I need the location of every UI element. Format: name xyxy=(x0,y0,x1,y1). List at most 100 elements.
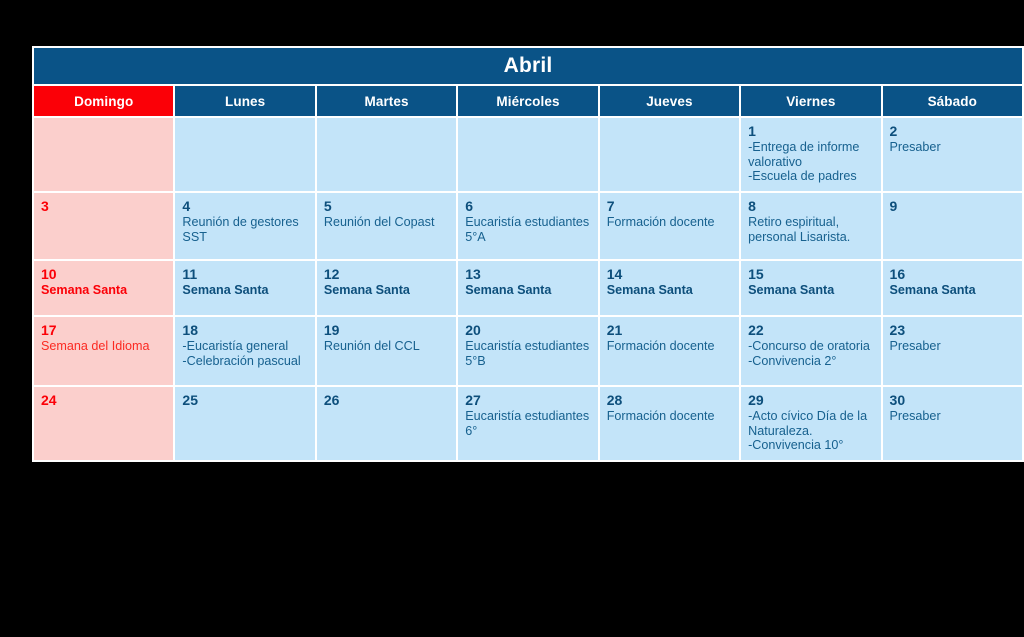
event-text: Retiro espiritual, personal Lisarista. xyxy=(748,215,851,244)
calendar-container: Abril Domingo Lunes Martes Miércoles Jueves V… xyxy=(32,46,1024,462)
day-cell-12[interactable]: 12 Semana Santa xyxy=(316,261,457,315)
day-cell-empty[interactable] xyxy=(458,118,598,191)
event-text: Presaber xyxy=(889,339,941,353)
day-number: 2 xyxy=(889,123,898,139)
weekday-header-row: Domingo Lunes Martes Miércoles Jueves Viernes… xyxy=(34,86,1022,116)
day-cell-26[interactable]: 26 xyxy=(316,387,457,460)
event-text: -Escuela de padres xyxy=(748,169,857,184)
event-text: Eucaristía estudiantes 5°A xyxy=(465,215,593,244)
day-cell-22[interactable]: 22 -Concurso de oratoria -Convivencia 2° xyxy=(741,317,881,385)
day-cell-19[interactable]: 19 Reunión del CCL xyxy=(316,317,457,385)
day-events: Semana Santa xyxy=(182,283,308,298)
day-cell-empty[interactable] xyxy=(175,118,315,191)
day-cell-8[interactable]: 8 Retiro espiritual, personal Lisarista. xyxy=(741,193,881,259)
calendar-table: Abril Domingo Lunes Martes Miércoles Jueves V… xyxy=(32,46,1024,462)
day-cell-28[interactable]: 28 Formación docente xyxy=(599,387,740,460)
day-events: Eucaristía estudiantes 5°B xyxy=(465,339,591,368)
event-text: Semana Santa xyxy=(323,283,410,297)
weekday-header-martes: Martes xyxy=(316,86,457,116)
event-text: Reunión del Copast xyxy=(323,215,435,229)
day-cell-20[interactable]: 20 Eucaristía estudiantes 5°B xyxy=(458,317,598,385)
day-number: 22 xyxy=(748,322,764,338)
event-text: Reunión de gestores SST xyxy=(182,215,303,244)
day-number: 27 xyxy=(465,392,481,408)
day-number: 20 xyxy=(465,322,481,338)
day-number: 6 xyxy=(465,198,474,214)
event-text: Eucaristía estudiantes 5°B xyxy=(465,339,593,368)
day-cell-4[interactable]: 4 Reunión de gestores SST xyxy=(175,193,315,259)
day-cell-empty[interactable] xyxy=(34,118,174,191)
day-number: 12 xyxy=(323,266,340,282)
month-title: Abril xyxy=(34,48,1022,84)
day-number: 18 xyxy=(182,322,198,338)
event-text: Semana Santa xyxy=(182,283,269,297)
day-number: 9 xyxy=(889,198,898,214)
day-number: 19 xyxy=(323,322,340,338)
day-cell-2[interactable]: 2 Presaber xyxy=(882,118,1022,191)
event-text: Semana Santa xyxy=(606,283,693,297)
event-text: Presaber xyxy=(889,409,941,423)
day-cell-11[interactable]: 11 Semana Santa xyxy=(175,261,315,315)
day-number: 30 xyxy=(889,392,906,408)
day-events: Semana Santa xyxy=(324,283,450,298)
day-cell-6[interactable]: 6 Eucaristía estudiantes 5°A xyxy=(458,193,598,259)
day-cell-13[interactable]: 13 Semana Santa xyxy=(458,261,598,315)
day-cell-1[interactable]: 1 -Entrega de informe valorativo -Escuela … xyxy=(741,118,881,191)
calendar-title-row: Abril xyxy=(34,48,1022,84)
day-cell-30[interactable]: 30 Presaber xyxy=(882,387,1022,460)
day-cell-21[interactable]: 21 Formación docente xyxy=(599,317,740,385)
day-cell-25[interactable]: 25 xyxy=(175,387,315,460)
event-text: Semana Santa xyxy=(889,283,976,297)
day-cell-7[interactable]: 7 Formación docente xyxy=(599,193,740,259)
week-row: 1 -Entrega de informe valorativo -Escuela … xyxy=(34,118,1022,191)
day-number: 5 xyxy=(323,198,332,214)
day-number: 3 xyxy=(41,198,49,214)
weekday-header-viernes: Viernes xyxy=(741,86,881,116)
event-text: -Concurso de oratoria xyxy=(748,339,870,353)
day-cell-14[interactable]: 14 Semana Santa xyxy=(599,261,740,315)
day-number: 4 xyxy=(182,198,191,214)
day-number: 8 xyxy=(748,198,756,214)
day-number: 16 xyxy=(889,266,906,282)
day-cell-15[interactable]: 15 Semana Santa xyxy=(741,261,881,315)
event-text: -Convivencia 2° xyxy=(748,353,837,368)
day-cell-17[interactable]: 17 Semana del Idioma xyxy=(34,317,174,385)
day-number: 14 xyxy=(606,266,623,282)
day-cell-empty[interactable] xyxy=(599,118,740,191)
day-events: Presaber xyxy=(890,140,1016,155)
day-cell-27[interactable]: 27 Eucaristía estudiantes 6° xyxy=(458,387,598,460)
day-cell-5[interactable]: 5 Reunión del Copast xyxy=(316,193,457,259)
weekday-header-sbado: Sábado xyxy=(882,86,1022,116)
event-text: -Convivencia 10° xyxy=(748,438,844,453)
day-cell-10[interactable]: 10 Semana Santa xyxy=(34,261,174,315)
event-text: -Entrega de informe valorativo xyxy=(748,140,863,169)
day-events: Eucaristía estudiantes 6° xyxy=(465,409,591,438)
weekday-header-lunes: Lunes xyxy=(175,86,315,116)
day-events: Semana Santa xyxy=(607,283,733,298)
day-events: Retiro espiritual, personal Lisarista. xyxy=(748,215,874,244)
day-cell-24[interactable]: 24 xyxy=(34,387,174,460)
event-text: Semana Santa xyxy=(465,283,552,297)
day-number: 10 xyxy=(41,266,57,282)
day-events: Presaber xyxy=(890,409,1016,424)
day-number: 17 xyxy=(41,322,57,338)
day-cell-3[interactable]: 3 xyxy=(34,193,174,259)
day-events: -Entrega de informe valorativo -Escuela d… xyxy=(748,140,874,184)
day-events: Semana Santa xyxy=(465,283,591,298)
event-text: Presaber xyxy=(889,140,941,154)
day-cell-empty[interactable] xyxy=(316,118,457,191)
week-row: 17 Semana del Idioma 18 -Eucaristía general… xyxy=(34,317,1022,385)
day-cell-9[interactable]: 9 xyxy=(882,193,1022,259)
day-cell-18[interactable]: 18 -Eucaristía general -Celebración pascua… xyxy=(175,317,315,385)
day-number: 25 xyxy=(182,392,198,408)
day-events: Reunión del CCL xyxy=(324,339,450,354)
weekday-header-jueves: Jueves xyxy=(599,86,740,116)
day-number: 23 xyxy=(889,322,906,338)
event-text: Eucaristía estudiantes 6° xyxy=(465,409,593,438)
week-row: 24 25 26 27 Eucaristía estudiantes 6° 28 Forma… xyxy=(34,387,1022,460)
event-text: Formación docente xyxy=(606,409,715,423)
day-number: 26 xyxy=(323,392,340,408)
day-cell-29[interactable]: 29 -Acto cívico Día de la Naturaleza. -Con… xyxy=(741,387,881,460)
day-cell-23[interactable]: 23 Presaber xyxy=(882,317,1022,385)
day-cell-16[interactable]: 16 Semana Santa xyxy=(882,261,1022,315)
